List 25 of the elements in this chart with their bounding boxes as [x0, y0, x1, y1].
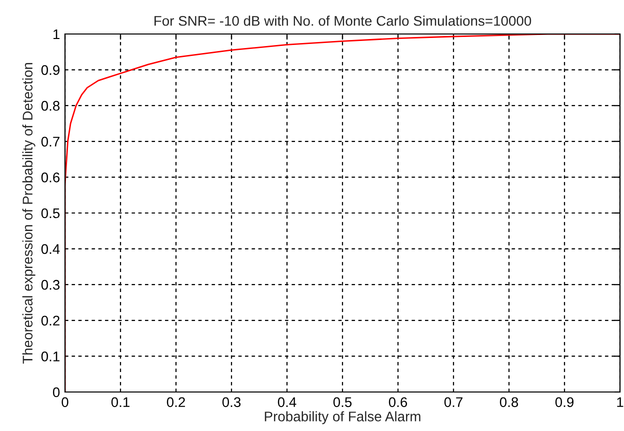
y-tick-label: 0.7: [41, 136, 60, 147]
x-tick-label: 0: [62, 397, 68, 408]
x-axis-title: Probability of False Alarm: [264, 411, 420, 424]
y-tick-label: 0.5: [41, 208, 60, 218]
x-tick-label: 1: [617, 397, 624, 407]
x-tick-label: 0.9: [555, 397, 574, 408]
x-tick-label: 0.3: [222, 397, 241, 408]
y-tick-label: 0.2: [41, 316, 60, 326]
x-tick-label: 0.2: [166, 397, 185, 408]
y-tick-label: 0: [52, 387, 60, 398]
x-tick-label: 0.6: [388, 397, 408, 408]
y-axis-title: Theoretical expression of Probability of Detection: [22, 62, 36, 364]
y-tick-label: 0.3: [41, 280, 60, 290]
x-tick-label: 0.7: [444, 397, 462, 408]
y-tick-label: 0.6: [41, 172, 60, 182]
chart-title: For SNR= -10 dB with No. of Monte Carlo Simulations=10000: [154, 16, 532, 26]
x-tick-label: 0.5: [333, 397, 352, 408]
x-tick-label: 0.4: [278, 397, 296, 408]
y-tick-label: 0.8: [41, 100, 60, 111]
x-tick-label: 0.8: [500, 397, 518, 408]
y-tick-label: 1: [53, 29, 60, 40]
x-tick-label: 0.1: [111, 397, 130, 408]
y-tick-label: 0.4: [41, 244, 60, 254]
y-tick-label: 0.1: [41, 352, 60, 362]
y-tick-label: 0.9: [41, 65, 60, 75]
